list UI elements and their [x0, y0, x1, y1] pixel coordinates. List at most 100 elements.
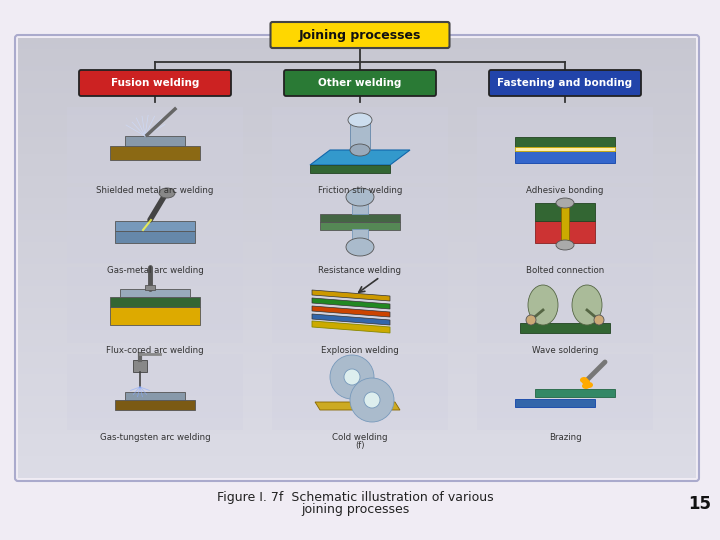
- Bar: [18, 373, 696, 379]
- Bar: [67, 107, 243, 183]
- Bar: [18, 417, 696, 423]
- Text: (f): (f): [355, 441, 365, 450]
- Bar: [18, 214, 696, 219]
- Bar: [272, 354, 448, 430]
- Ellipse shape: [350, 144, 370, 156]
- Bar: [18, 423, 696, 429]
- Bar: [67, 354, 243, 430]
- Bar: [272, 107, 448, 183]
- Bar: [18, 126, 696, 132]
- Bar: [320, 214, 400, 222]
- FancyBboxPatch shape: [489, 70, 641, 96]
- Bar: [18, 461, 696, 467]
- Bar: [18, 43, 696, 49]
- Bar: [18, 280, 696, 286]
- Bar: [515, 147, 615, 151]
- Bar: [18, 313, 696, 319]
- Bar: [18, 395, 696, 401]
- Bar: [18, 252, 696, 258]
- Ellipse shape: [585, 382, 593, 388]
- Bar: [18, 467, 696, 472]
- Bar: [18, 131, 696, 137]
- Bar: [477, 107, 653, 183]
- Bar: [477, 354, 653, 430]
- Bar: [125, 392, 185, 400]
- Bar: [18, 76, 696, 82]
- Bar: [115, 221, 195, 231]
- Bar: [18, 286, 696, 291]
- Ellipse shape: [556, 198, 574, 208]
- Bar: [18, 236, 696, 241]
- Text: Fastening and bonding: Fastening and bonding: [498, 78, 633, 88]
- Bar: [18, 324, 696, 329]
- Text: joining processes: joining processes: [301, 503, 409, 516]
- Bar: [477, 267, 653, 343]
- Bar: [18, 357, 696, 362]
- Text: Bolted connection: Bolted connection: [526, 266, 604, 275]
- Bar: [18, 231, 696, 236]
- Bar: [18, 346, 696, 352]
- Bar: [18, 104, 696, 110]
- Bar: [18, 450, 696, 456]
- Bar: [18, 110, 696, 115]
- Text: Brazing: Brazing: [549, 433, 581, 442]
- Bar: [18, 208, 696, 214]
- Bar: [18, 153, 696, 159]
- Bar: [120, 289, 190, 297]
- Bar: [535, 203, 563, 221]
- Bar: [520, 323, 610, 333]
- Bar: [18, 225, 696, 231]
- Text: Other welding: Other welding: [318, 78, 402, 88]
- Bar: [145, 285, 155, 290]
- Ellipse shape: [583, 382, 591, 388]
- Bar: [320, 222, 400, 230]
- Bar: [18, 456, 696, 462]
- Bar: [18, 274, 696, 280]
- Text: Wave soldering: Wave soldering: [532, 346, 598, 355]
- Text: Gas-tungsten arc welding: Gas-tungsten arc welding: [99, 433, 210, 442]
- Bar: [352, 229, 368, 247]
- Text: Cold welding: Cold welding: [332, 433, 388, 442]
- Bar: [18, 384, 696, 390]
- Bar: [18, 98, 696, 104]
- Bar: [18, 137, 696, 143]
- FancyBboxPatch shape: [271, 22, 449, 48]
- Ellipse shape: [594, 315, 604, 325]
- Ellipse shape: [350, 378, 394, 422]
- Bar: [18, 247, 696, 253]
- Bar: [18, 143, 696, 148]
- Bar: [110, 297, 200, 307]
- Text: Joining processes: Joining processes: [299, 29, 421, 42]
- Ellipse shape: [556, 240, 574, 250]
- Bar: [110, 146, 200, 160]
- Polygon shape: [312, 290, 390, 301]
- Bar: [18, 302, 696, 307]
- Bar: [18, 93, 696, 98]
- Bar: [567, 221, 595, 243]
- Bar: [18, 340, 696, 346]
- Bar: [18, 71, 696, 77]
- Bar: [18, 291, 696, 296]
- Bar: [18, 55, 696, 60]
- Bar: [18, 352, 696, 357]
- Polygon shape: [310, 150, 410, 165]
- Bar: [18, 368, 696, 374]
- Bar: [515, 399, 595, 407]
- Polygon shape: [312, 298, 390, 309]
- Ellipse shape: [572, 285, 602, 325]
- Bar: [535, 221, 563, 243]
- Ellipse shape: [346, 238, 374, 256]
- Bar: [133, 360, 147, 372]
- Ellipse shape: [159, 188, 175, 198]
- Bar: [18, 198, 696, 203]
- Bar: [18, 329, 696, 335]
- Text: Flux-cored arc welding: Flux-cored arc welding: [106, 346, 204, 355]
- Text: Adhesive bonding: Adhesive bonding: [526, 186, 603, 195]
- Bar: [18, 296, 696, 302]
- Bar: [515, 151, 615, 163]
- Bar: [115, 400, 195, 410]
- Bar: [110, 307, 200, 325]
- Text: Gas-metal arc welding: Gas-metal arc welding: [107, 266, 203, 275]
- Ellipse shape: [528, 285, 558, 325]
- Bar: [272, 187, 448, 263]
